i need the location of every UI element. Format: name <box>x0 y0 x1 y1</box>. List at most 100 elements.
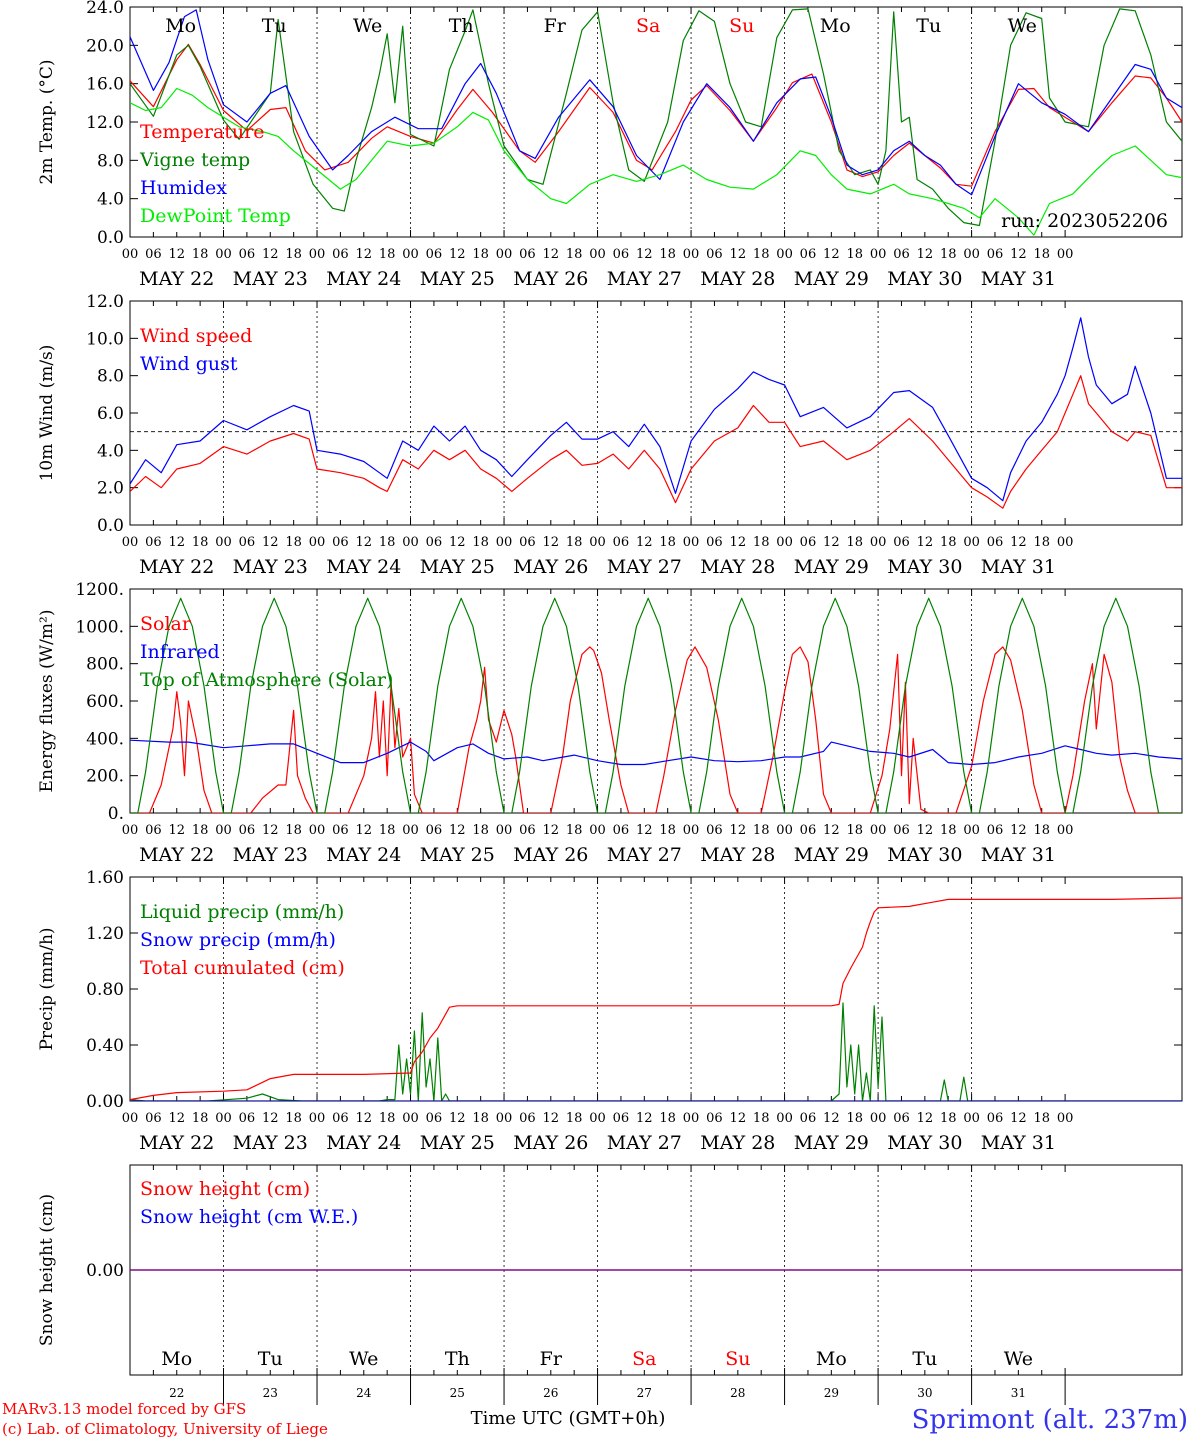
hour-tick-label: 12 <box>449 823 466 838</box>
date-label: MAY 28 <box>700 556 775 578</box>
hour-tick-label: 06 <box>706 823 723 838</box>
legend-entry: Vigne temp <box>139 149 250 171</box>
series-line <box>130 897 1182 1101</box>
y-tick-label: 400. <box>86 729 124 749</box>
series-line <box>130 8 1182 227</box>
legend-entry: Infrared <box>140 641 220 663</box>
hour-tick-label: 00 <box>1057 1111 1074 1126</box>
day-number-label: 29 <box>824 1386 839 1400</box>
date-label: MAY 28 <box>700 1132 775 1154</box>
hour-tick-label: 12 <box>917 823 934 838</box>
hour-tick-label: 00 <box>1057 823 1074 838</box>
hour-tick-label: 00 <box>215 1111 232 1126</box>
date-label: MAY 26 <box>513 844 588 866</box>
hour-tick-label: 06 <box>893 823 910 838</box>
hour-tick-label: 12 <box>730 823 747 838</box>
date-label: MAY 27 <box>607 556 682 578</box>
hour-tick-label: 06 <box>893 247 910 262</box>
hour-tick-label: 00 <box>589 535 606 550</box>
hour-tick-label: 12 <box>730 247 747 262</box>
legend-entry: Temperature <box>140 121 264 143</box>
lab-credit: (c) Lab. of Climatology, University of L… <box>2 1420 328 1438</box>
day-number-label: 26 <box>543 1386 558 1400</box>
hour-tick-label: 06 <box>332 247 349 262</box>
hour-tick-label: 12 <box>1010 247 1027 262</box>
day-abbr-label: Mo <box>161 1348 192 1370</box>
hour-tick-label: 06 <box>519 1111 536 1126</box>
hour-tick-label: 06 <box>800 535 817 550</box>
date-label: MAY 31 <box>981 556 1056 578</box>
hour-tick-label: 18 <box>753 535 770 550</box>
date-label: MAY 31 <box>981 844 1056 866</box>
hour-tick-label: 18 <box>753 1111 770 1126</box>
date-label: MAY 29 <box>794 268 869 290</box>
hour-tick-label: 12 <box>730 1111 747 1126</box>
hour-tick-label: 12 <box>636 823 653 838</box>
hour-tick-label: 06 <box>145 247 162 262</box>
y-axis-label: 2m Temp. (°C) <box>37 59 57 184</box>
hour-tick-label: 18 <box>659 247 676 262</box>
hour-tick-label: 12 <box>356 247 373 262</box>
date-label: MAY 25 <box>420 844 495 866</box>
hour-tick-label: 06 <box>800 823 817 838</box>
series-line <box>130 1002 1182 1101</box>
date-label: MAY 22 <box>139 1132 214 1154</box>
hour-tick-label: 00 <box>309 247 326 262</box>
x-axis-label: Time UTC (GMT+0h) <box>471 1408 666 1429</box>
date-label: MAY 24 <box>326 268 401 290</box>
hour-tick-label: 12 <box>262 1111 279 1126</box>
y-tick-label: 8.0 <box>97 151 124 171</box>
hour-tick-label: 12 <box>1010 1111 1027 1126</box>
date-label: MAY 23 <box>233 844 308 866</box>
hour-tick-label: 18 <box>379 535 396 550</box>
hour-tick-label: 00 <box>215 823 232 838</box>
hour-tick-label: 00 <box>215 535 232 550</box>
day-abbr-label: Th <box>445 1348 470 1370</box>
y-tick-label: 4.0 <box>97 190 124 210</box>
legend-entry: Snow precip (mm/h) <box>140 929 336 951</box>
legend-entry: Snow height (cm W.E.) <box>140 1206 358 1228</box>
y-tick-label: 1000. <box>75 617 124 637</box>
hour-tick-label: 18 <box>1033 823 1050 838</box>
date-label: MAY 26 <box>513 268 588 290</box>
hour-tick-label: 06 <box>893 1111 910 1126</box>
hour-tick-label: 06 <box>800 1111 817 1126</box>
hour-tick-label: 06 <box>145 535 162 550</box>
hour-tick-label: 00 <box>402 247 419 262</box>
hour-tick-label: 06 <box>145 1111 162 1126</box>
hour-tick-label: 06 <box>987 1111 1004 1126</box>
series-line <box>130 317 1182 502</box>
hour-tick-label: 12 <box>543 823 560 838</box>
date-label: MAY 22 <box>139 268 214 290</box>
hour-tick-label: 00 <box>309 535 326 550</box>
hour-tick-label: 00 <box>870 1111 887 1126</box>
chart-panels: 0.0 4.0 8.0 12.0 16.0 20.0 24.0 2m Temp. (°C) Te… <box>37 0 1183 1405</box>
y-axis-label: 10m Wind (m/s) <box>37 345 57 482</box>
hour-tick-label: 00 <box>496 823 513 838</box>
series-group <box>130 317 1182 509</box>
legend-entry: Wind gust <box>140 353 238 375</box>
y-tick-label: 0.0 <box>97 228 124 248</box>
model-credit: MARv3.13 model forced by GFS <box>2 1400 246 1418</box>
hour-tick-label: 06 <box>426 823 443 838</box>
date-label: MAY 22 <box>139 556 214 578</box>
hour-tick-label: 18 <box>566 823 583 838</box>
hour-tick-label: 18 <box>285 535 302 550</box>
y-tick-label: 0.00 <box>86 1092 124 1112</box>
hour-tick-label: 12 <box>168 823 185 838</box>
hour-tick-label: 18 <box>472 535 489 550</box>
y-axis-label: Energy fluxes (W/m²) <box>37 610 57 793</box>
hour-tick-label: 12 <box>356 535 373 550</box>
hour-tick-label: 12 <box>823 247 840 262</box>
day-abbr-label: We <box>1008 15 1037 37</box>
hour-tick-label: 18 <box>285 247 302 262</box>
date-label: MAY 30 <box>887 556 962 578</box>
y-tick-label: 200. <box>86 767 124 787</box>
hour-tick-label: 12 <box>168 535 185 550</box>
legend-entry: Total cumulated (cm) <box>140 957 345 979</box>
day-abbr-label: We <box>349 1348 378 1370</box>
date-label: MAY 31 <box>981 268 1056 290</box>
series-line <box>130 9 1182 196</box>
hour-tick-label: 12 <box>1010 535 1027 550</box>
